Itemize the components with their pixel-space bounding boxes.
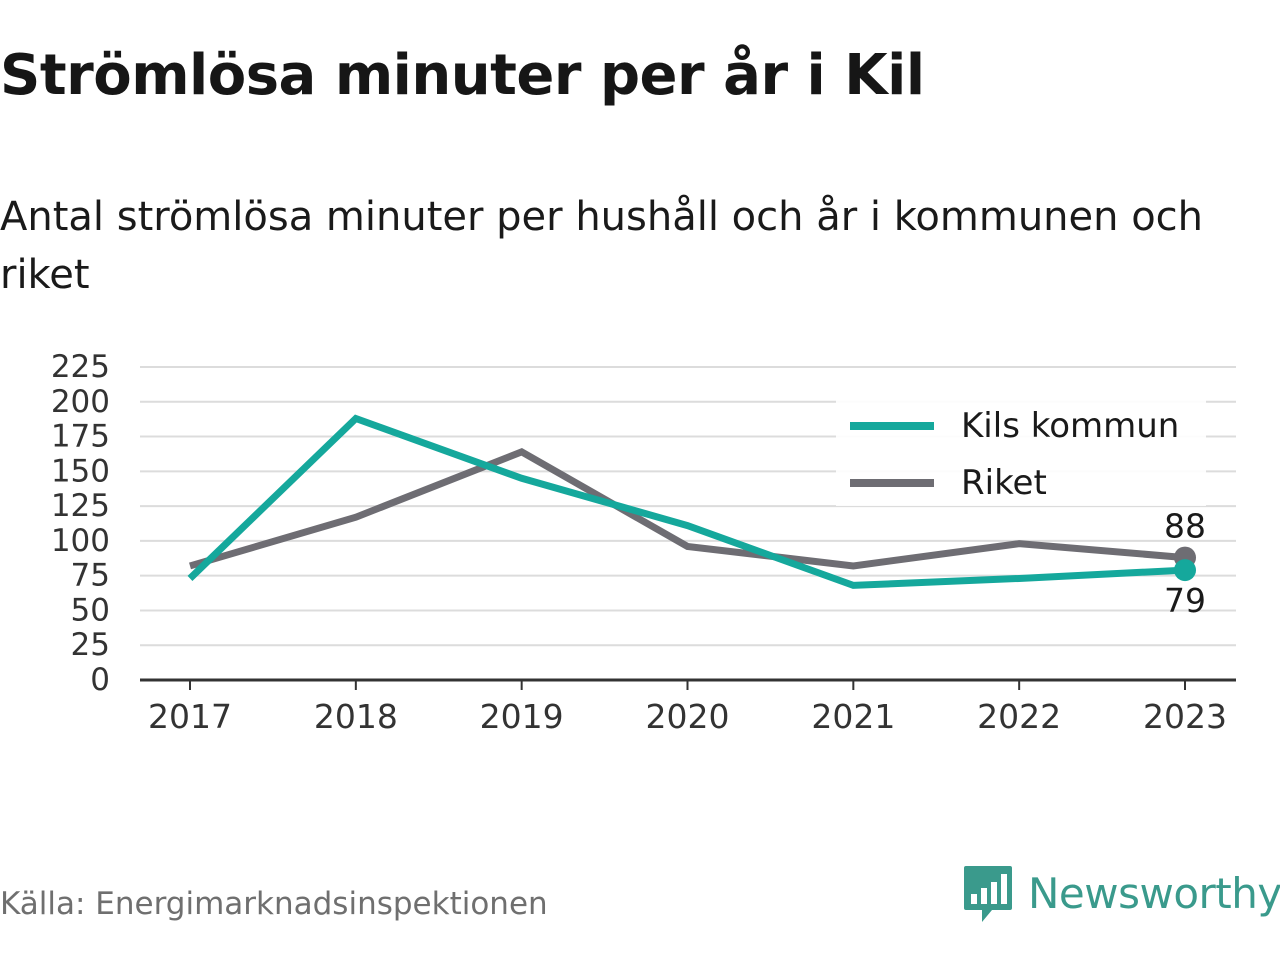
grid-lines <box>140 366 1236 647</box>
y-tick-label: 150 <box>51 453 110 489</box>
x-tick-label: 2022 <box>977 697 1061 736</box>
x-tick-label: 2018 <box>314 697 398 736</box>
x-tick-label: 2017 <box>148 697 232 736</box>
newsworthy-logo-icon <box>964 866 1012 922</box>
end-point-marker <box>1174 559 1196 582</box>
y-tick-label: 50 <box>71 592 110 628</box>
legend-label: Kils kommun <box>961 406 1179 446</box>
series-line <box>187 414 1186 589</box>
y-tick-label: 175 <box>51 419 110 455</box>
series-line <box>189 447 1186 570</box>
end-value-label: 88 <box>1164 507 1206 546</box>
series-lines <box>187 414 1196 589</box>
y-tick-label: 125 <box>51 488 110 524</box>
x-tick-label: 2020 <box>646 697 730 736</box>
x-tick-label: 2023 <box>1143 697 1227 736</box>
y-tick-label: 100 <box>51 523 110 559</box>
source-note: Källa: Energimarknadsinspektionen <box>0 886 548 922</box>
legend-label: Riket <box>961 463 1047 503</box>
chart-subtitle: Antal strömlösa minuter per hushåll och … <box>0 194 1204 298</box>
y-tick-label: 225 <box>51 349 110 385</box>
legend-background <box>836 400 1206 506</box>
y-tick-label: 25 <box>71 627 110 663</box>
chart-title: Strömlösa minuter per år i Kil <box>0 43 925 108</box>
data-labels: 79 88 <box>1164 507 1206 621</box>
brand-logo: Newsworthy <box>962 864 1280 924</box>
brand-name: Newsworthy <box>1028 869 1280 918</box>
legend: Kils kommun Riket <box>836 400 1206 506</box>
x-tick-label: 2021 <box>811 697 895 736</box>
x-tick-label: 2019 <box>480 697 564 736</box>
y-tick-label: 75 <box>71 558 110 594</box>
y-tick-label: 200 <box>51 384 110 420</box>
end-value-label: 79 <box>1164 581 1206 620</box>
y-tick-label: 0 <box>90 662 110 698</box>
